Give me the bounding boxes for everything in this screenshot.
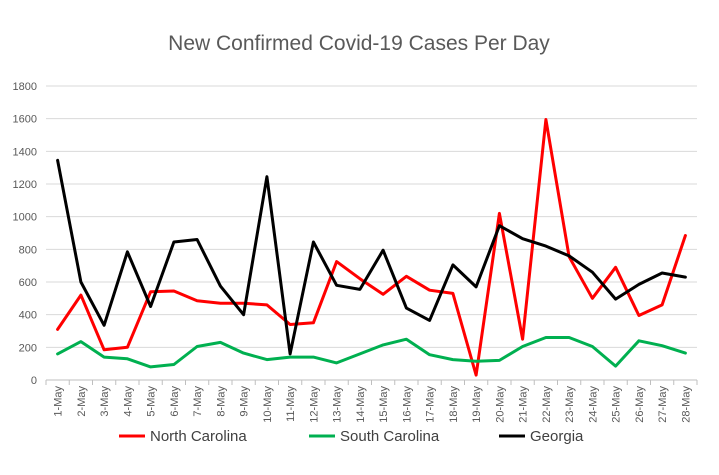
x-axis-ticks: 1-May 2-May 3-May 4-May 5-May 6-May 7-May 8-May… (45, 380, 698, 423)
x-tick-label: 4-May (122, 386, 134, 417)
series-line-georgia (56, 158, 687, 356)
y-tick-label: 200 (19, 342, 37, 354)
x-tick-label: 10-May (262, 386, 274, 423)
legend-entry: South Carolina (309, 428, 440, 445)
x-tick-label: 3-May (99, 386, 111, 417)
gridlines (46, 85, 697, 381)
x-tick-label: 25-May (611, 386, 623, 423)
x-tick-label: 9-May (239, 386, 251, 417)
series-line-south-carolina (56, 336, 687, 369)
chart-title: New Confirmed Covid-19 Cases Per Day (168, 32, 550, 55)
legend-entry: Georgia (499, 428, 584, 445)
legend: North Carolina South Carolina Georgia (119, 428, 584, 445)
y-tick-label: 600 (19, 277, 37, 289)
x-tick-label: 13-May (332, 386, 344, 423)
x-tick-label: 20-May (494, 386, 506, 423)
x-tick-label: 12-May (308, 386, 320, 423)
x-tick-label: 8-May (215, 386, 227, 417)
series-lines (56, 118, 687, 377)
x-tick-label: 23-May (564, 386, 576, 423)
x-tick-label: 11-May (285, 386, 297, 422)
legend-label: North Carolina (150, 428, 247, 445)
y-tick-label: 1000 (13, 212, 37, 224)
series-line-north-carolina (56, 118, 687, 377)
x-tick-label: 14-May (355, 386, 367, 423)
y-tick-label: 1200 (13, 179, 37, 191)
x-tick-label: 15-May (378, 386, 390, 423)
y-tick-label: 1600 (13, 114, 37, 126)
x-tick-label: 2-May (76, 386, 88, 417)
x-tick-label: 26-May (634, 386, 646, 423)
x-tick-label: 5-May (146, 386, 158, 417)
x-tick-label: 21-May (518, 386, 530, 423)
legend-entry: North Carolina (119, 428, 247, 445)
x-tick-label: 17-May (425, 386, 437, 423)
x-tick-label: 24-May (587, 386, 599, 423)
legend-label: Georgia (530, 428, 584, 445)
x-tick-label: 7-May (192, 386, 204, 417)
x-tick-label: 18-May (448, 386, 460, 423)
y-tick-label: 800 (19, 244, 37, 256)
y-tick-label: 0 (31, 375, 37, 387)
x-tick-label: 16-May (401, 386, 413, 423)
y-tick-label: 1800 (13, 81, 37, 93)
y-tick-label: 400 (19, 310, 37, 322)
y-axis-ticks: 0 200 400 600 800 1000 1200 1400 1600 1800 (13, 81, 37, 387)
x-tick-label: 27-May (657, 386, 669, 423)
y-tick-label: 1400 (13, 146, 37, 158)
x-tick-label: 1-May (53, 386, 65, 417)
legend-label: South Carolina (340, 428, 440, 445)
x-tick-label: 28-May (680, 386, 692, 423)
x-tick-label: 22-May (541, 386, 553, 423)
x-tick-label: 19-May (471, 386, 483, 423)
x-tick-label: 6-May (169, 386, 181, 417)
